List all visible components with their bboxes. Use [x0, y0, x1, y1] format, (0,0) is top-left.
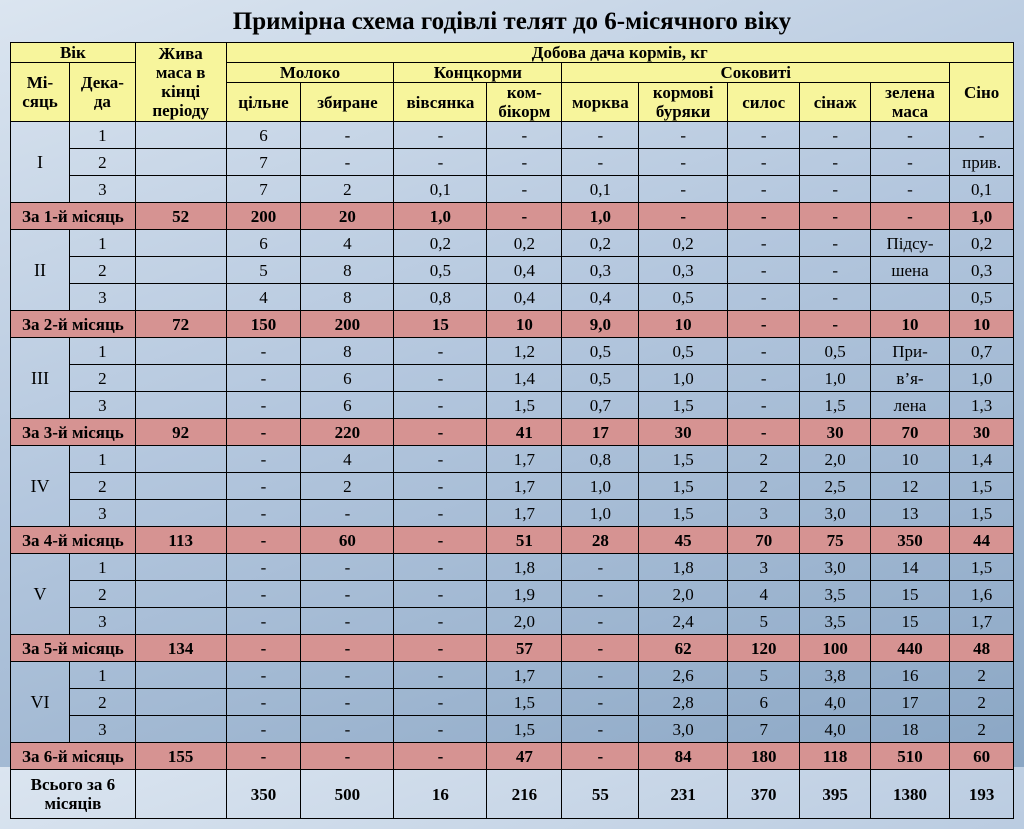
- table-row: 3720,1-0,1----0,1: [11, 176, 1014, 203]
- table-header: Вік Живамаса вкінціперіоду Добова дача к…: [11, 43, 1014, 122]
- table-row: 3---1,71,01,533,0131,5: [11, 500, 1014, 527]
- hdr-hay: Сіно: [950, 63, 1014, 122]
- summary-row: За 1-й місяць52200201,0-1,0----1,0: [11, 203, 1014, 230]
- hdr-age: Вік: [11, 43, 136, 63]
- hdr-succ: Соковиті: [562, 63, 950, 83]
- decade-cell: 3: [69, 284, 135, 311]
- hdr-succ-carrot: морква: [562, 83, 639, 122]
- table-row: II1640,20,20,20,2--Підсу-0,2: [11, 230, 1014, 257]
- decade-cell: 2: [69, 473, 135, 500]
- decade-cell: 2: [69, 365, 135, 392]
- summary-label: За 3-й місяць: [11, 419, 136, 446]
- table-row: IV1-4-1,70,81,522,0101,4: [11, 446, 1014, 473]
- table-row: 27--------прив.: [11, 149, 1014, 176]
- total-label: Всього за 6місяців: [11, 770, 136, 819]
- summary-label: За 6-й місяць: [11, 743, 136, 770]
- decade-cell: 3: [69, 500, 135, 527]
- decade-cell: 1: [69, 338, 135, 365]
- table-row: 2---1,5-2,864,0172: [11, 689, 1014, 716]
- total-row: Всього за 6місяців3505001621655231370395…: [11, 770, 1014, 819]
- table-row: 2---1,9-2,043,5151,6: [11, 581, 1014, 608]
- decade-cell: 2: [69, 581, 135, 608]
- decade-cell: 1: [69, 554, 135, 581]
- summary-label: За 1-й місяць: [11, 203, 136, 230]
- month-cell: I: [11, 122, 70, 203]
- summary-label: За 5-й місяць: [11, 635, 136, 662]
- table-row: 3480,80,40,40,5--0,5: [11, 284, 1014, 311]
- month-cell: II: [11, 230, 70, 311]
- hdr-mass: Живамаса вкінціперіоду: [135, 43, 226, 122]
- summary-row: За 3-й місяць92-220-411730-307030: [11, 419, 1014, 446]
- hdr-milk-whole: цільне: [226, 83, 301, 122]
- summary-row: За 2-й місяць7215020015109,010--1010: [11, 311, 1014, 338]
- hdr-conc-oat: вівсянка: [394, 83, 487, 122]
- decade-cell: 1: [69, 446, 135, 473]
- decade-cell: 3: [69, 176, 135, 203]
- hdr-conc: Концкорми: [394, 63, 562, 83]
- hdr-milk: Молоко: [226, 63, 394, 83]
- month-cell: III: [11, 338, 70, 419]
- month-cell: V: [11, 554, 70, 635]
- decade-cell: 3: [69, 608, 135, 635]
- table-row: VI1---1,7-2,653,8162: [11, 662, 1014, 689]
- table-row: III1-8-1,20,50,5-0,5При-0,7: [11, 338, 1014, 365]
- table-row: 2580,50,40,30,3--шена0,3: [11, 257, 1014, 284]
- summary-row: За 6-й місяць155---47-8418011851060: [11, 743, 1014, 770]
- page-title: Примірна схема годівлі телят до 6-місячн…: [10, 8, 1014, 36]
- summary-label: За 4-й місяць: [11, 527, 136, 554]
- table-row: 3---1,5-3,074,0182: [11, 716, 1014, 743]
- hdr-month: Мі-сяць: [11, 63, 70, 122]
- table-row: 2-2-1,71,01,522,5121,5: [11, 473, 1014, 500]
- table-row: I16---------: [11, 122, 1014, 149]
- summary-row: За 5-й місяць134---57-6212010044048: [11, 635, 1014, 662]
- hdr-succ-beet: кормовібуряки: [639, 83, 727, 122]
- table-row: 2-6-1,40,51,0-1,0в’я-1,0: [11, 365, 1014, 392]
- month-cell: IV: [11, 446, 70, 527]
- decade-cell: 1: [69, 230, 135, 257]
- table-row: V1---1,8-1,833,0141,5: [11, 554, 1014, 581]
- decade-cell: 2: [69, 257, 135, 284]
- month-cell: VI: [11, 662, 70, 743]
- summary-row: За 4-й місяць113-60-512845707535044: [11, 527, 1014, 554]
- hdr-succ-sinazh: сінаж: [800, 83, 870, 122]
- hdr-decade: Дека-да: [69, 63, 135, 122]
- table-row: 3-6-1,50,71,5-1,5лена1,3: [11, 392, 1014, 419]
- hdr-daily: Добова дача кормів, кг: [226, 43, 1013, 63]
- decade-cell: 2: [69, 689, 135, 716]
- decade-cell: 2: [69, 149, 135, 176]
- summary-label: За 2-й місяць: [11, 311, 136, 338]
- hdr-succ-silage: силос: [727, 83, 800, 122]
- decade-cell: 3: [69, 716, 135, 743]
- table-row: 3---2,0-2,453,5151,7: [11, 608, 1014, 635]
- decade-cell: 1: [69, 122, 135, 149]
- hdr-conc-comb: ком-бікорм: [487, 83, 562, 122]
- decade-cell: 3: [69, 392, 135, 419]
- hdr-milk-skim: збиране: [301, 83, 394, 122]
- hdr-succ-green: зеленамаса: [870, 83, 949, 122]
- feeding-table: Вік Живамаса вкінціперіоду Добова дача к…: [10, 42, 1014, 819]
- decade-cell: 1: [69, 662, 135, 689]
